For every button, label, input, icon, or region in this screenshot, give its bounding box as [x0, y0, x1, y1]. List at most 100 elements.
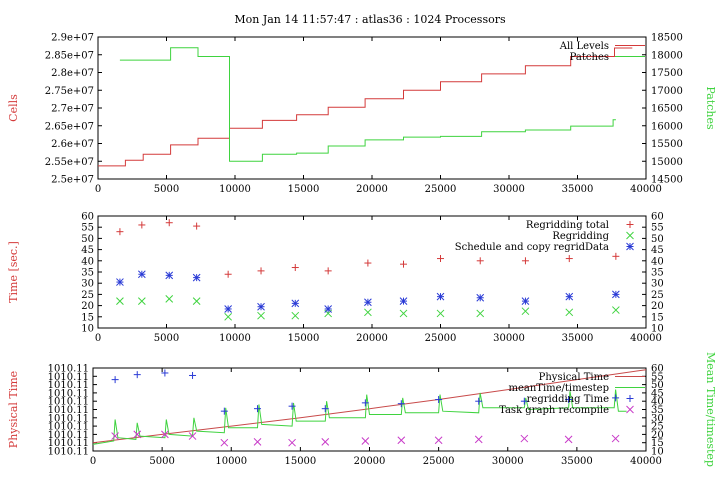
y-tick-label-right: 55 — [651, 223, 664, 234]
y-tick-label-right: 15 — [651, 312, 664, 323]
data-point — [291, 299, 300, 308]
data-point — [189, 371, 197, 379]
data-point — [288, 402, 296, 410]
y-tick-label: 2.9e+07 — [51, 33, 94, 44]
data-point — [116, 297, 124, 305]
data-point — [257, 267, 265, 275]
x-tick-label: 10000 — [219, 184, 251, 195]
y-tick-label-right: 60 — [651, 364, 664, 375]
x-tick-label: 25000 — [423, 456, 455, 467]
chart-panel-1: 0 5000 10000 15000 20000 25000 30000 35000 40000… — [7, 33, 717, 196]
y-tick-label-right: 50 — [651, 380, 664, 391]
legend-marker — [626, 231, 634, 240]
x-tick-label: 35000 — [562, 184, 594, 195]
data-point — [476, 309, 485, 318]
charts: 0 5000 10000 15000 20000 25000 30000 35000 40000… — [7, 33, 717, 468]
y-tick-label: 1010.11 — [48, 447, 89, 458]
y-tick-label: 25 — [81, 290, 94, 301]
data-point — [565, 255, 573, 263]
y-axis-label-right: Patches — [704, 86, 717, 130]
y-tick-label: 15 — [81, 312, 94, 323]
x-tick-label: 30000 — [493, 333, 525, 344]
data-point — [399, 297, 408, 305]
x-tick-label: 20000 — [356, 333, 388, 344]
legend-label: Task graph recompile — [499, 405, 609, 416]
y-tick-label: 1010.11 — [48, 413, 89, 424]
data-point — [192, 297, 201, 305]
data-point — [257, 302, 265, 311]
y-tick-label-right: 15 — [651, 438, 664, 449]
data-point — [436, 309, 445, 318]
y-tick-label-right: 55 — [651, 372, 664, 383]
y-tick-label: 30 — [81, 279, 94, 290]
data-point — [321, 405, 329, 413]
y-tick-label-right: 35 — [651, 405, 664, 416]
x-tick-label: 30000 — [492, 456, 524, 467]
y-tick-label-right: 17000 — [651, 86, 683, 97]
y-tick-label-right: 10 — [651, 324, 664, 335]
data-point — [474, 435, 483, 444]
y-tick-label-right: 25 — [651, 422, 664, 433]
series-line — [98, 47, 633, 167]
y-tick-label-right: 30 — [651, 413, 664, 424]
x-tick-label: 20000 — [354, 456, 386, 467]
y-tick-label: 60 — [81, 212, 94, 223]
x-tick-label: 5000 — [149, 456, 174, 467]
y-tick-label: 2.5e+07 — [51, 175, 94, 186]
x-tick-label: 5000 — [154, 184, 179, 195]
legend-marker — [626, 242, 634, 251]
y-tick-label-right: 16500 — [651, 104, 683, 115]
x-tick-label: 10000 — [219, 333, 251, 344]
series-physical-time — [92, 369, 647, 444]
y-tick-label-right: 14500 — [651, 175, 683, 186]
y-axis-label: Time [sec.] — [7, 241, 20, 303]
data-point — [188, 432, 197, 440]
x-tick-label: 5000 — [154, 333, 179, 344]
data-point — [161, 430, 169, 439]
y-axis-label: Physical Time — [7, 371, 20, 448]
data-point — [612, 290, 620, 299]
x-tick-label: 40000 — [630, 184, 662, 195]
legend-marker — [626, 395, 634, 402]
x-tick-label: 35000 — [562, 333, 594, 344]
data-point — [397, 436, 406, 445]
data-point — [475, 397, 483, 405]
y-tick-label: 45 — [81, 245, 94, 256]
x-tick-label: 15000 — [288, 184, 320, 195]
data-point — [111, 432, 119, 440]
legend-label: Regridding total — [526, 220, 609, 231]
series-schedule-and-copy-regriddata — [116, 270, 620, 313]
x-tick-label: 25000 — [425, 184, 457, 195]
data-point — [520, 397, 528, 405]
x-tick-label: 40000 — [630, 456, 662, 467]
data-point — [521, 257, 529, 265]
series-meantime-timestep — [92, 389, 627, 445]
y-tick-label-right: 15500 — [651, 139, 683, 150]
data-point — [138, 221, 146, 229]
series-line — [119, 47, 616, 162]
legend-marker — [626, 405, 634, 414]
x-tick-label: 20000 — [356, 184, 388, 195]
y-tick-label-right: 25 — [651, 290, 664, 301]
y-tick-label: 35 — [81, 268, 94, 279]
data-point — [400, 260, 408, 268]
x-tick-label: 25000 — [425, 333, 457, 344]
y-tick-label-right: 45 — [651, 245, 664, 256]
y-tick-label: 10 — [81, 324, 94, 335]
data-point — [364, 308, 372, 317]
data-point — [521, 297, 530, 305]
plot-frame — [97, 36, 647, 180]
data-point — [436, 292, 445, 301]
data-point — [612, 394, 620, 402]
data-point — [192, 273, 201, 282]
y-tick-label: 50 — [81, 234, 94, 245]
y-tick-label: 55 — [81, 223, 94, 234]
legend-label: Schedule and copy regridData — [455, 242, 609, 253]
y-tick-label: 1010.11 — [48, 372, 89, 383]
y-tick-label: 2.8e+07 — [51, 68, 94, 79]
y-tick-label: 1010.11 — [48, 380, 89, 391]
data-point — [165, 271, 174, 280]
y-tick-label-right: 45 — [651, 388, 664, 399]
data-point — [161, 369, 169, 377]
chart-panel-3: 0 5000 10000 15000 20000 25000 30000 35000 40000… — [7, 352, 717, 467]
